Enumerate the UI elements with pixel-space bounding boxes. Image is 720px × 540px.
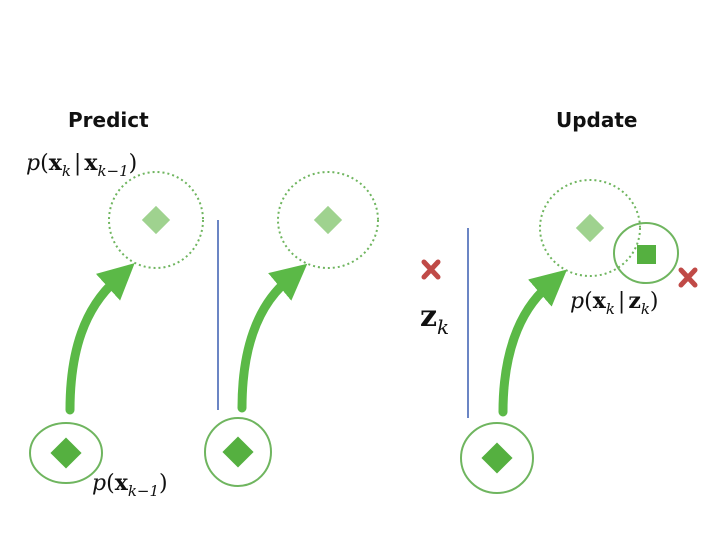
label-z: z bbox=[628, 288, 641, 314]
prior-ellipse-3 bbox=[460, 422, 534, 494]
label-p: p bbox=[92, 471, 107, 496]
update-heading: Update bbox=[556, 108, 638, 132]
predicted-ellipse-1 bbox=[108, 171, 204, 269]
updated-state-square bbox=[637, 245, 656, 264]
likelihood-ellipse bbox=[613, 222, 679, 284]
label-close: ) bbox=[159, 471, 168, 496]
label-x: x bbox=[48, 150, 62, 176]
prior-density-label: p(xk−1) bbox=[92, 472, 168, 499]
label-close: ) bbox=[128, 151, 138, 176]
measurement-label: zk bbox=[420, 299, 450, 339]
predicted-state-diamond-3 bbox=[575, 213, 605, 243]
likelihood-density-label: p(xk | zk) bbox=[570, 290, 659, 317]
label-x2: x bbox=[84, 150, 98, 176]
label-x: x bbox=[592, 288, 606, 314]
predicted-ellipse-3 bbox=[539, 179, 641, 277]
transition-density-label: p(xk | xk−1) bbox=[26, 152, 137, 179]
label-sub-k: k bbox=[61, 162, 71, 180]
label-sub-km1: k−1 bbox=[97, 162, 129, 180]
label-open: ( bbox=[584, 289, 593, 314]
label-z: z bbox=[420, 299, 438, 334]
label-open: ( bbox=[106, 471, 115, 496]
label-sub-k: k bbox=[437, 315, 450, 339]
prior-ellipse-1 bbox=[29, 422, 103, 484]
prior-state-diamond-1 bbox=[50, 437, 82, 469]
label-open: ( bbox=[40, 151, 49, 176]
predicted-state-diamond-2 bbox=[313, 205, 343, 235]
predict-arrow-2 bbox=[237, 263, 308, 413]
predicted-ellipse-2 bbox=[277, 171, 379, 269]
label-p: p bbox=[570, 289, 585, 314]
label-bar: | bbox=[73, 151, 82, 176]
predict-arrow-3 bbox=[498, 269, 568, 417]
prior-state-diamond-3 bbox=[481, 442, 513, 474]
label-p: p bbox=[26, 151, 41, 176]
label-x: x bbox=[114, 470, 128, 496]
measurement-cross-right bbox=[678, 267, 698, 288]
label-sub-k2: k bbox=[640, 300, 650, 318]
prior-ellipse-2 bbox=[204, 417, 272, 487]
label-sub-km1: k−1 bbox=[127, 482, 160, 500]
prior-state-diamond-2 bbox=[222, 436, 254, 468]
predicted-state-diamond-1 bbox=[141, 205, 171, 235]
predict-heading: Predict bbox=[68, 108, 149, 132]
label-close: ) bbox=[649, 289, 659, 314]
label-bar: | bbox=[617, 289, 626, 314]
label-sub-k: k bbox=[605, 300, 615, 318]
measurement-cross-left bbox=[421, 259, 441, 280]
predict-arrow-1 bbox=[65, 263, 135, 415]
